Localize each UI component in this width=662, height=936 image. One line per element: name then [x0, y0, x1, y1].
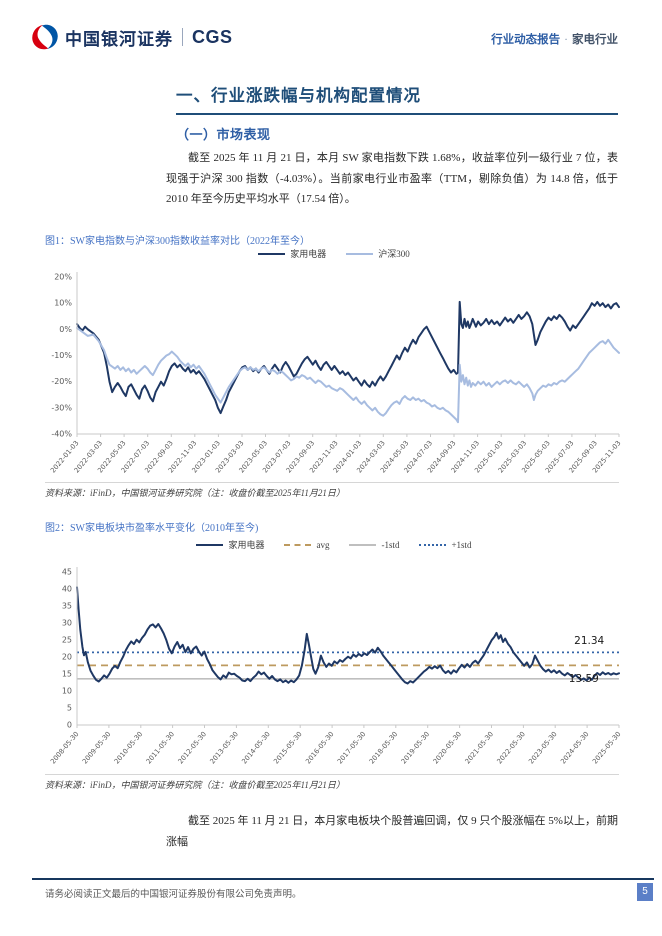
y-tick-label: -20%	[51, 377, 72, 386]
y-tick-label: 25	[62, 636, 72, 645]
y-tick-label: 10%	[54, 299, 72, 308]
legend-swatch-+1std	[419, 543, 447, 546]
figure2-source: 资料来源：iFinD，中国银河证券研究院（注：收盘价截至2025年11月21日）	[45, 774, 619, 791]
body-paragraph-1: 截至 2025 年 11 月 21 日，本月 SW 家电指数下跌 1.68%，收…	[166, 152, 618, 205]
legend-label: avg	[316, 539, 330, 550]
brand-separator	[182, 28, 183, 46]
legend-swatch--1std	[349, 543, 377, 546]
y-tick-label: 30	[62, 619, 72, 628]
x-tick-label: 2018-05-30	[368, 730, 400, 765]
annotation-21.34: 21.34	[574, 635, 604, 647]
legend-label: 家用电器	[228, 540, 265, 550]
x-tick-label: 2017-05-30	[336, 730, 368, 765]
y-tick-label: 5	[67, 704, 72, 713]
y-tick-label: 45	[62, 568, 72, 577]
section-title: 一、行业涨跌幅与机构配置情况	[176, 82, 618, 115]
x-tick-label: 2021-05-30	[464, 730, 496, 765]
x-tick-label: 2011-05-30	[145, 730, 177, 765]
header-brand: 中国银河证券 CGS	[32, 24, 233, 50]
figure2-legend: 家用电器 avg -1std +1std	[45, 538, 623, 551]
footer-disclaimer: 请务必阅读正文最后的中国银河证券股份有限公司免责声明。	[45, 890, 302, 900]
page-number-badge: 5	[637, 883, 653, 901]
y-tick-label: -10%	[51, 351, 72, 360]
series-line-沪深300	[76, 327, 620, 424]
y-tick-label: -40%	[51, 430, 72, 439]
x-tick-label: 2022-05-30	[495, 730, 527, 765]
footer-rule	[32, 878, 654, 880]
x-tick-label: 2025-05-30	[591, 730, 623, 765]
y-tick-label: -30%	[51, 403, 72, 412]
legend-label: 沪深300	[378, 249, 410, 259]
subsection-title: （一）市场表现	[176, 127, 271, 142]
legend-item-avg: avg	[284, 540, 329, 550]
legend-item-+1std: +1std	[419, 539, 472, 550]
y-tick-label: 10	[62, 687, 72, 696]
legend-item-沪深300: 沪深300	[346, 247, 410, 260]
annotation-13.59: 13.59	[569, 673, 599, 685]
y-tick-label: 20	[62, 653, 72, 662]
brand-name-cn: 中国银河证券	[65, 29, 173, 49]
legend-item-家用电器: 家用电器	[258, 247, 326, 260]
x-tick-label: 2008-05-30	[49, 730, 81, 765]
x-tick-label: 2014-05-30	[240, 730, 272, 765]
series-line-家用电器	[76, 300, 620, 415]
y-tick-label: 0%	[59, 325, 72, 334]
y-tick-label: 20%	[54, 273, 72, 282]
legend-label: 家用电器	[290, 249, 327, 259]
x-tick-label: 2010-05-30	[113, 730, 145, 765]
header-report-info: 行业动态报告 · 家电行业	[491, 31, 618, 47]
legend-swatch-avg	[284, 543, 312, 546]
x-tick-label: 2024-05-30	[559, 730, 591, 765]
series-line-家用电器	[76, 586, 620, 685]
y-tick-label: 35	[62, 602, 72, 611]
figure1-legend: 家用电器 沪深300	[45, 247, 623, 260]
x-tick-label: 2023-05-30	[527, 730, 559, 765]
y-tick-label: 40	[62, 585, 72, 594]
y-tick-label: 0	[67, 721, 72, 730]
y-tick-label: 15	[62, 670, 72, 679]
legend-item--1std: -1std	[349, 540, 399, 550]
x-tick-label: 2012-05-30	[177, 730, 209, 765]
header-dot-separator: ·	[564, 34, 568, 46]
legend-swatch-家用电器	[258, 252, 286, 255]
industry-label: 家电行业	[572, 34, 618, 46]
body-paragraph-2: 截至 2025 年 11 月 21 日，本月家电板块个股普遍回调，仅 9 只个股…	[166, 815, 618, 848]
legend-item-家用电器: 家用电器	[196, 538, 264, 551]
x-tick-label: 2019-05-30	[400, 730, 432, 765]
galaxy-logo-icon	[32, 24, 58, 50]
x-tick-label: 2009-05-30	[81, 730, 113, 765]
figure1-line-chart: 20%10%0%-10%-20%-30%-40%2022-01-032022-0…	[49, 272, 623, 475]
legend-label: -1std	[381, 539, 400, 550]
x-tick-label: 2016-05-30	[304, 730, 336, 765]
legend-swatch-家用电器	[196, 543, 224, 546]
figure1-source: 资料来源：iFinD，中国银河证券研究院（注：收盘价截至2025年11月21日）	[45, 482, 619, 499]
figure2-caption: 图2：SW家电板块市盈率水平变化（2010年至今)	[45, 523, 259, 534]
report-type-label: 行业动态报告	[491, 34, 561, 46]
figure1-caption: 图1：SW家电指数与沪深300指数收益率对比（2022年至今）	[45, 236, 310, 247]
legend-label: +1std	[451, 539, 472, 550]
legend-swatch-沪深300	[346, 252, 374, 255]
x-tick-label: 2013-05-30	[208, 730, 240, 765]
x-tick-label: 2015-05-30	[272, 730, 304, 765]
brand-name-en: CGS	[192, 26, 233, 47]
x-tick-label: 2020-05-30	[432, 730, 464, 765]
